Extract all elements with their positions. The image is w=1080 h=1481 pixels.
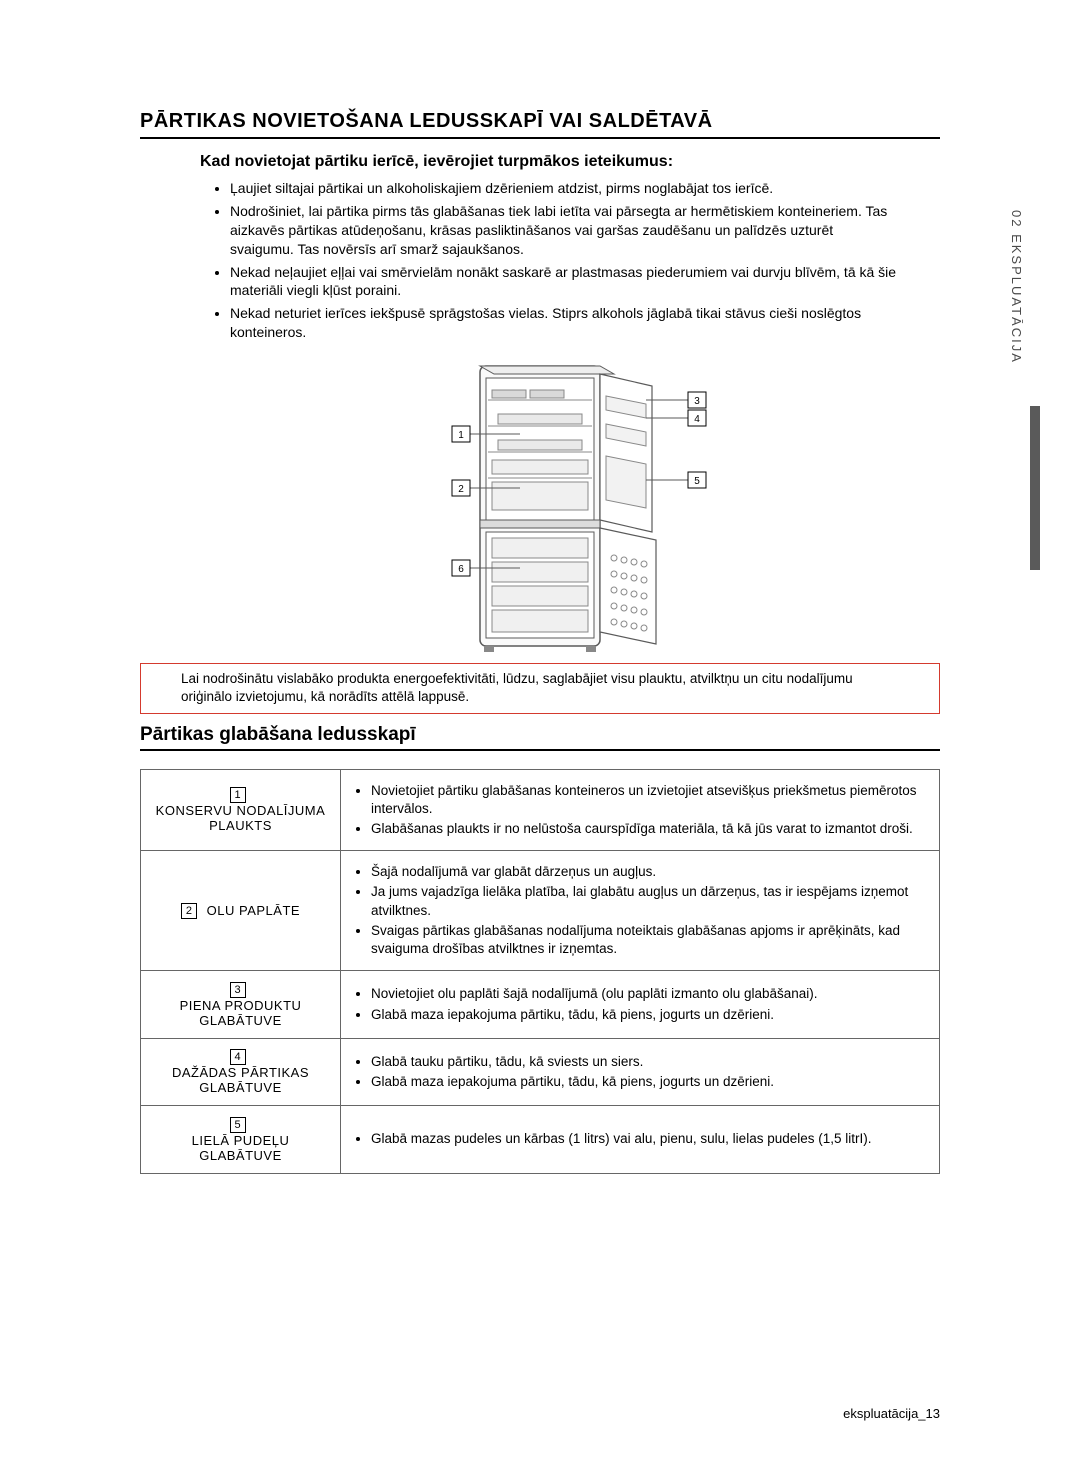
efficiency-note-text: Lai nodrošinātu vislabāko produkta energ… bbox=[181, 671, 853, 704]
page-footer: ekspluatācija_13 bbox=[843, 1406, 940, 1421]
fridge-diagram-svg: 1 2 6 3 4 5 bbox=[320, 360, 760, 655]
table-row: 3 PIENA PRODUKTU GLABĀTUVE Novietojiet o… bbox=[141, 971, 940, 1038]
row-number: 2 bbox=[181, 903, 197, 919]
intro-bullet: Nekad neturiet ierīces iekšpusē sprāgsto… bbox=[230, 304, 900, 342]
intro-bullet: Nodrošiniet, lai pārtika pirms tās glabā… bbox=[230, 202, 900, 259]
table-row: 1 KONSERVU NODALĪJUMA PLAUKTS Novietojie… bbox=[141, 769, 940, 851]
row-number: 4 bbox=[230, 1049, 246, 1065]
callout-6: 6 bbox=[458, 564, 464, 575]
row-label: LIELĀ PUDEĻU GLABĀTUVE bbox=[153, 1133, 328, 1163]
intro-subhead: Kad novietojat pārtiku ierīcē, ievērojie… bbox=[200, 153, 940, 171]
callout-5: 5 bbox=[694, 476, 700, 487]
intro-bullet-list: Ļaujiet siltajai pārtikai un alkoholiska… bbox=[230, 179, 900, 342]
callout-1: 1 bbox=[458, 430, 464, 441]
table-row: 2 OLU PAPLĀTE Šajā nodalījumā var glabāt… bbox=[141, 851, 940, 971]
row-item: Novietojiet pārtiku glabāšanas konteiner… bbox=[371, 782, 927, 818]
side-tab: 02 EKSPLUATĀCIJA bbox=[984, 210, 1040, 570]
row-number: 3 bbox=[230, 982, 246, 998]
row-number: 1 bbox=[230, 787, 246, 803]
intro-bullet: Ļaujiet siltajai pārtikai un alkoholiska… bbox=[230, 179, 900, 198]
row-number: 5 bbox=[230, 1117, 246, 1133]
callout-4: 4 bbox=[694, 414, 700, 425]
row-item: Novietojiet olu paplāti šajā nodalījumā … bbox=[371, 985, 927, 1003]
table-row: 4 DAŽĀDAS PĀRTIKAS GLABĀTUVE Glabā tauku… bbox=[141, 1038, 940, 1105]
row-label: OLU PAPLĀTE bbox=[207, 903, 300, 918]
row-item: Glabāšanas plaukts ir no nelūstoša caurs… bbox=[371, 820, 927, 838]
fridge-diagram: 1 2 6 3 4 5 bbox=[140, 360, 940, 655]
row-label: DAŽĀDAS PĀRTIKAS GLABĀTUVE bbox=[153, 1065, 328, 1095]
intro-bullet: Nekad neļaujiet eļļai vai smērvielām non… bbox=[230, 263, 900, 301]
row-label: PIENA PRODUKTU GLABĀTUVE bbox=[153, 998, 328, 1028]
table-row: 5 LIELĀ PUDEĻU GLABĀTUVE Glabā mazas pud… bbox=[141, 1106, 940, 1173]
row-item: Glabā maza iepakojuma pārtiku, tādu, kā … bbox=[371, 1073, 927, 1091]
callout-3: 3 bbox=[694, 396, 700, 407]
row-item: Šajā nodalījumā var glabāt dārzeņus un a… bbox=[371, 863, 927, 881]
storage-table: 1 KONSERVU NODALĪJUMA PLAUKTS Novietojie… bbox=[140, 769, 940, 1174]
callout-2: 2 bbox=[458, 484, 464, 495]
row-item: Svaigas pārtikas glabāšanas nodalījuma n… bbox=[371, 922, 927, 958]
page-title: PĀRTIKAS NOVIETOŠANA LEDUSSKAPĪ VAI SALD… bbox=[140, 110, 940, 139]
row-item: Glabā tauku pārtiku, tādu, kā sviests un… bbox=[371, 1053, 927, 1071]
row-item: Glabā maza iepakojuma pārtiku, tādu, kā … bbox=[371, 1006, 927, 1024]
row-item: Glabā mazas pudeles un kārbas (1 litrs) … bbox=[371, 1130, 927, 1148]
side-tab-label: 02 EKSPLUATĀCIJA bbox=[1009, 210, 1024, 364]
side-tab-marker bbox=[1030, 406, 1040, 570]
row-label: KONSERVU NODALĪJUMA PLAUKTS bbox=[153, 803, 328, 833]
section-heading: Pārtikas glabāšana ledusskapī bbox=[140, 724, 940, 751]
efficiency-note-box: Lai nodrošinātu vislabāko produkta energ… bbox=[140, 663, 940, 713]
row-item: Ja jums vajadzīga lielāka platība, lai g… bbox=[371, 883, 927, 919]
